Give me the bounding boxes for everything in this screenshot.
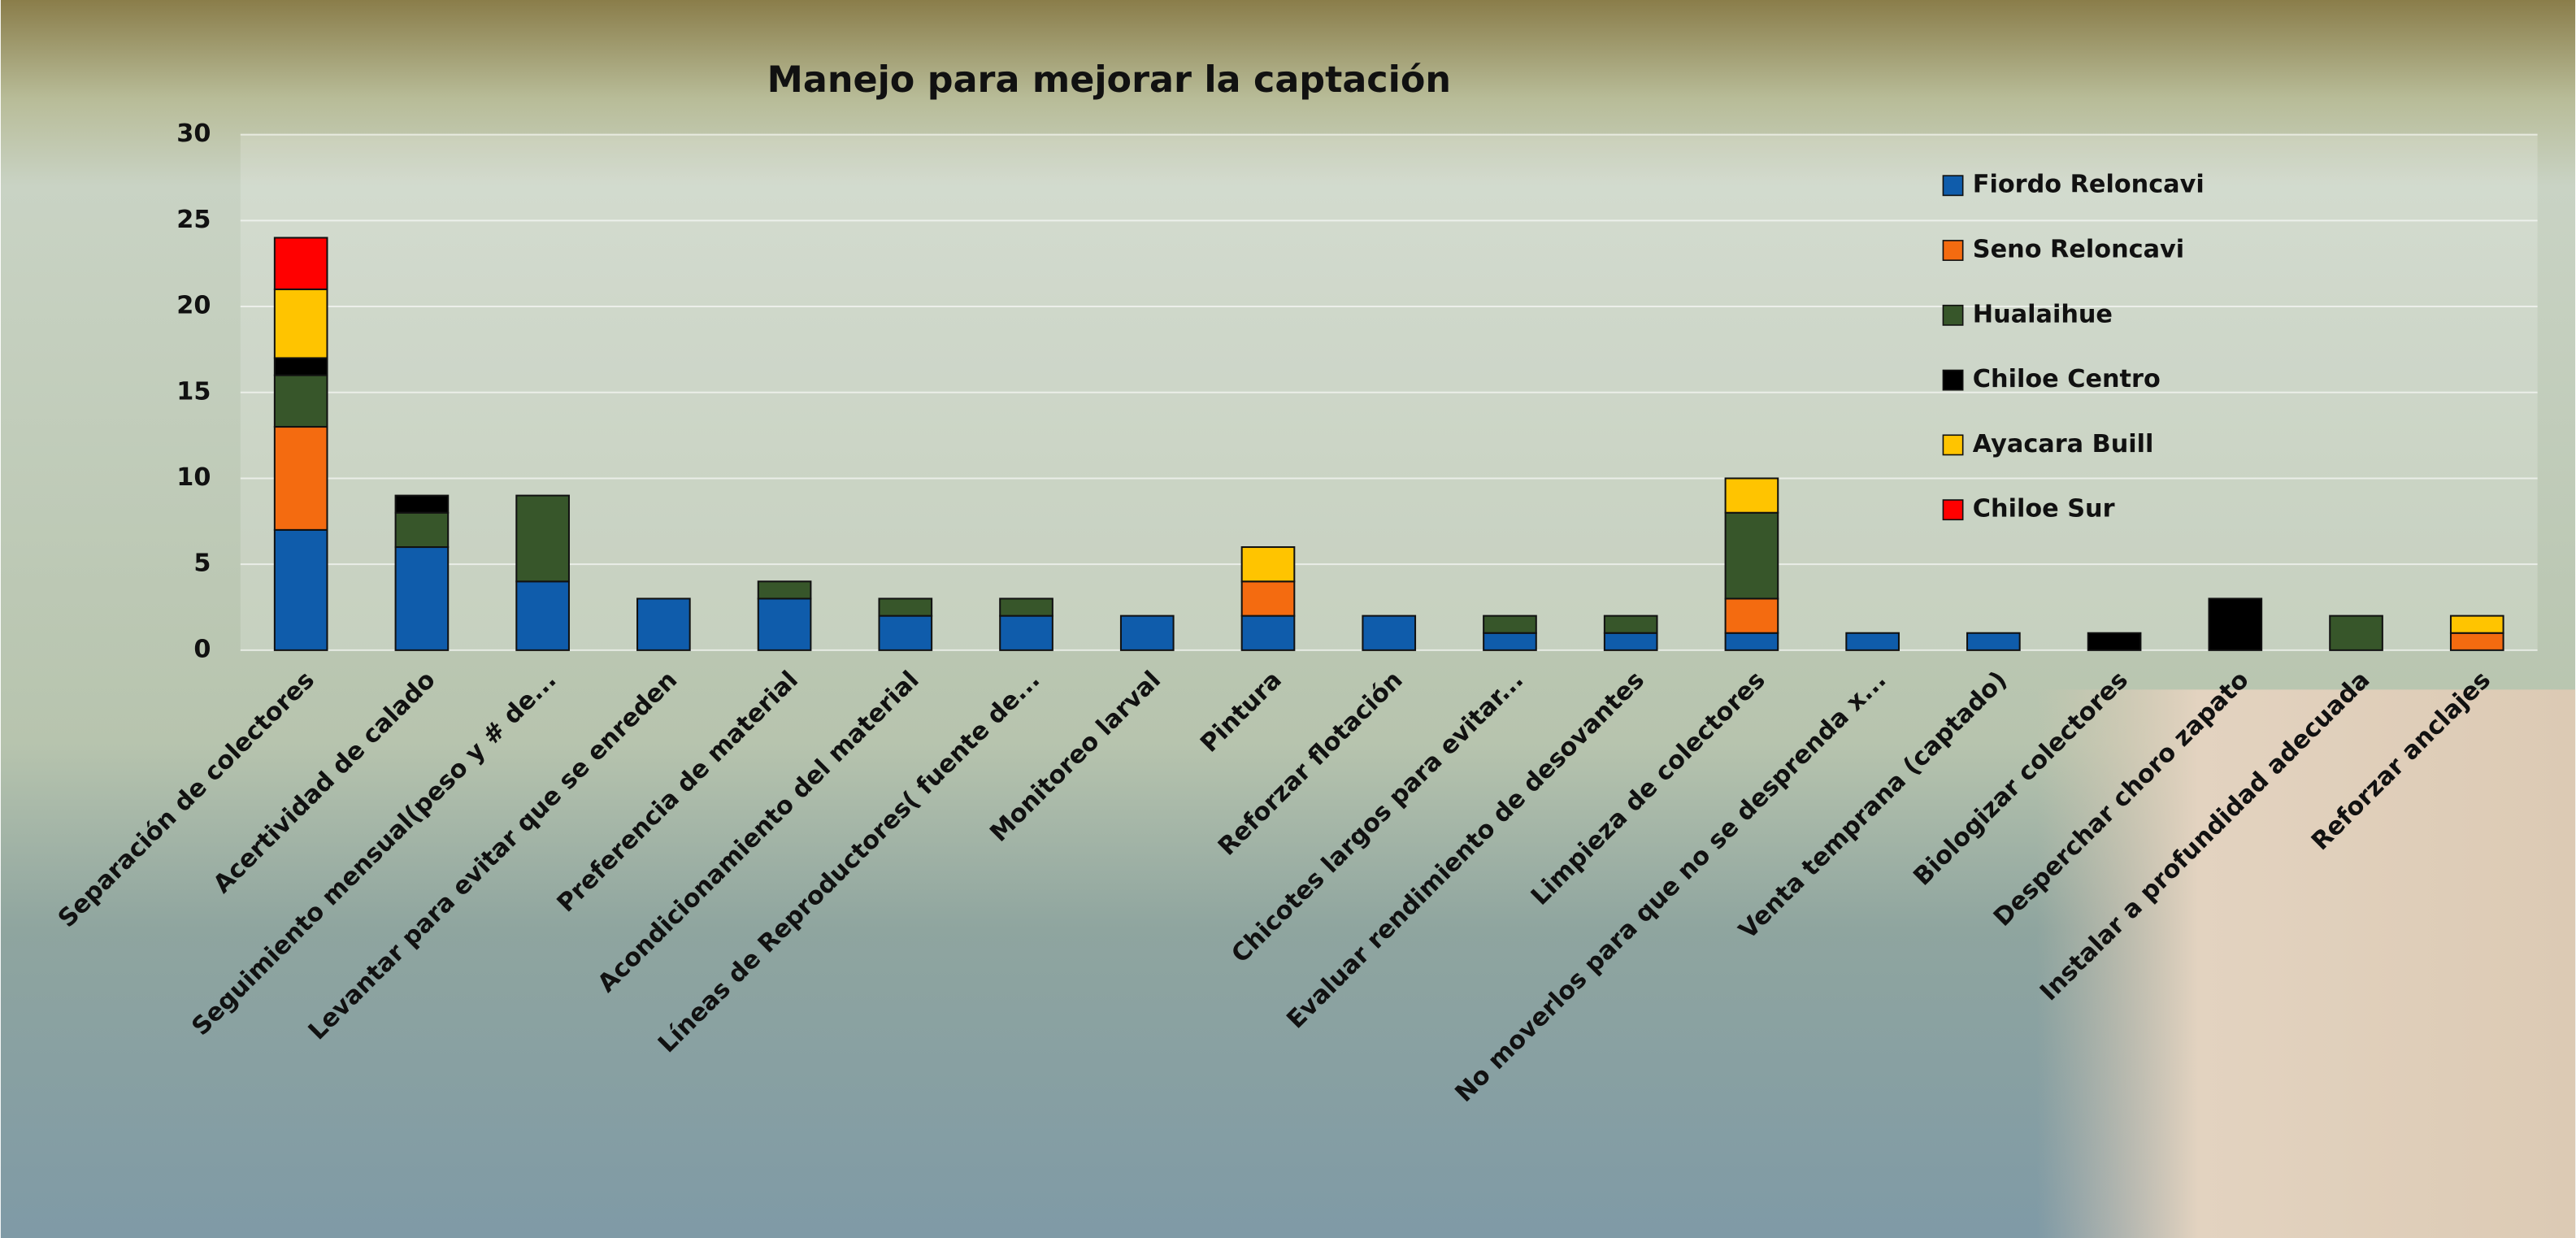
bar-segment	[1119, 615, 1175, 651]
bar-segment	[999, 615, 1053, 651]
bar-segment	[273, 288, 328, 359]
bar-segment	[1362, 615, 1417, 651]
bar-segment	[1240, 546, 1296, 583]
legend-label: Chiloe Centro	[1973, 365, 2161, 393]
legend-swatch	[1942, 175, 1964, 197]
y-tick-label: 0	[193, 635, 211, 663]
bar-segment	[394, 494, 450, 514]
bar-segment	[273, 357, 328, 376]
bar-segment	[1724, 511, 1779, 600]
bar-segment	[757, 597, 812, 651]
bar-segment	[1240, 580, 1296, 617]
legend-swatch	[1942, 304, 1964, 326]
bar-segment	[515, 494, 570, 583]
bar-segment	[1603, 615, 1658, 634]
bar-segment	[1240, 615, 1296, 651]
legend-label: Fiordo Reloncavi	[1973, 171, 2205, 199]
bars	[273, 237, 2504, 651]
bar-segment	[1603, 632, 1658, 651]
bar-segment	[2329, 615, 2383, 651]
bar-segment	[394, 511, 450, 549]
bar-segment	[273, 237, 328, 290]
bar-segment	[273, 426, 328, 531]
y-tick-label: 20	[176, 292, 211, 320]
bar-segment	[1724, 477, 1779, 514]
grid	[240, 133, 2538, 651]
y-tick-label: 10	[176, 463, 211, 492]
y-tick-label: 30	[176, 119, 211, 148]
bar-segment	[1724, 597, 1779, 634]
bar-segment	[878, 597, 933, 617]
legend-label: Hualaihue	[1973, 300, 2113, 328]
y-tick-label: 5	[193, 549, 211, 578]
bar-segment	[999, 597, 1053, 617]
bar-segment	[757, 580, 812, 600]
legend-label: Ayacara Buill	[1973, 430, 2154, 458]
y-tick-label: 15	[176, 377, 211, 406]
bar-segment	[1724, 632, 1779, 651]
bar-segment	[878, 615, 933, 651]
bar-segment	[1483, 632, 1537, 651]
bar-segment	[273, 528, 328, 651]
bar-segment	[394, 546, 450, 651]
bar-segment	[1483, 615, 1537, 634]
legend-swatch	[1942, 499, 1964, 521]
legend-label: Chiloe Sur	[1973, 495, 2115, 523]
bar-segment	[2449, 632, 2504, 651]
legend-swatch	[1942, 240, 1964, 261]
bar-segment	[1966, 632, 2021, 651]
bar-segment	[2449, 615, 2504, 634]
bar-segment	[515, 580, 570, 651]
y-tick-label: 25	[176, 206, 211, 234]
bar-segment	[2087, 632, 2142, 651]
bar-segment	[273, 374, 328, 428]
bar-segment	[636, 597, 691, 651]
legend-swatch	[1942, 369, 1964, 391]
chart-title: Manejo para mejorar la captación	[767, 59, 1451, 101]
background-pier	[2036, 689, 2576, 1238]
bar-segment	[2208, 597, 2263, 651]
legend-label: Seno Reloncavi	[1973, 236, 2184, 264]
legend-swatch	[1942, 434, 1964, 456]
legend: Fiordo Reloncavi Seno Reloncavi Hualaihue C…	[1942, 171, 2205, 523]
bar-segment	[1845, 632, 1900, 651]
